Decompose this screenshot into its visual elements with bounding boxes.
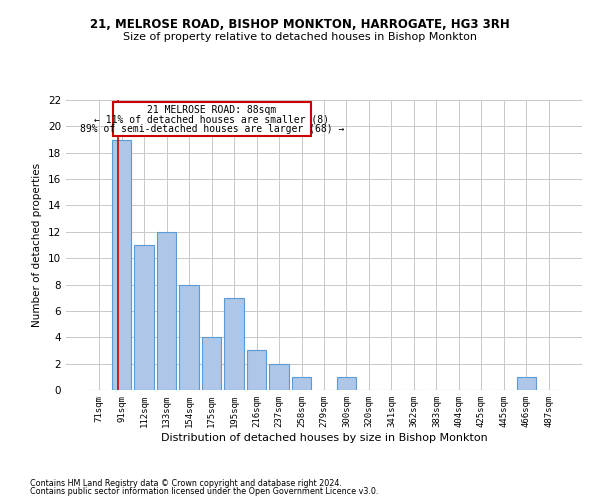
- Y-axis label: Number of detached properties: Number of detached properties: [32, 163, 43, 327]
- Text: 21 MELROSE ROAD: 88sqm: 21 MELROSE ROAD: 88sqm: [148, 106, 277, 116]
- Text: Contains public sector information licensed under the Open Government Licence v3: Contains public sector information licen…: [30, 487, 379, 496]
- Bar: [292, 377, 311, 390]
- Bar: [224, 298, 244, 390]
- Bar: [134, 245, 154, 390]
- Bar: [337, 377, 356, 390]
- Bar: [202, 338, 221, 390]
- Text: 89% of semi-detached houses are larger (68) →: 89% of semi-detached houses are larger (…: [80, 124, 344, 134]
- Bar: [112, 140, 131, 390]
- Bar: [157, 232, 176, 390]
- Text: Contains HM Land Registry data © Crown copyright and database right 2024.: Contains HM Land Registry data © Crown c…: [30, 478, 342, 488]
- Text: ← 11% of detached houses are smaller (8): ← 11% of detached houses are smaller (8): [94, 114, 329, 124]
- Bar: [179, 284, 199, 390]
- X-axis label: Distribution of detached houses by size in Bishop Monkton: Distribution of detached houses by size …: [161, 432, 487, 442]
- Bar: [517, 377, 536, 390]
- Bar: [269, 364, 289, 390]
- Text: 21, MELROSE ROAD, BISHOP MONKTON, HARROGATE, HG3 3RH: 21, MELROSE ROAD, BISHOP MONKTON, HARROG…: [90, 18, 510, 30]
- Bar: [247, 350, 266, 390]
- Bar: [113, 102, 311, 136]
- Text: Size of property relative to detached houses in Bishop Monkton: Size of property relative to detached ho…: [123, 32, 477, 42]
